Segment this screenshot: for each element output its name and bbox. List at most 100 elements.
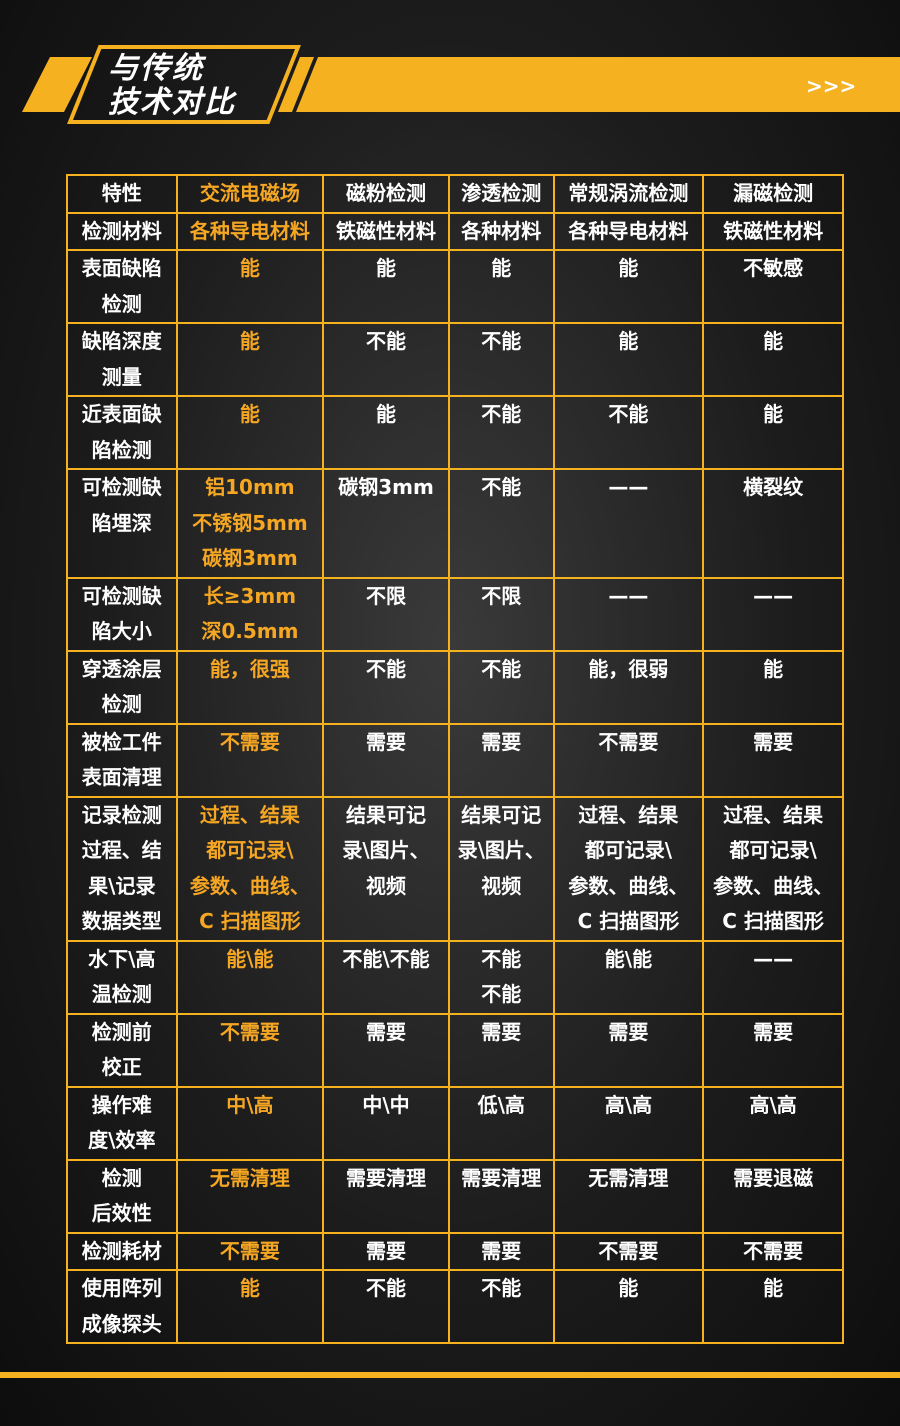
table-cell: 能\能 bbox=[175, 939, 325, 1015]
table-cell: 需要 bbox=[702, 1012, 844, 1088]
cell-line: 参数、曲线、 bbox=[189, 873, 310, 898]
cell-line: 能 bbox=[376, 256, 397, 280]
cell-line: 能 bbox=[763, 1276, 784, 1300]
cell-line: 过程、结 bbox=[81, 838, 162, 862]
table-row: 检测前 校正 不需要 需要 需要 需要 需要 bbox=[66, 1012, 844, 1088]
table-cell: 不能\不能 bbox=[322, 939, 450, 1015]
table-cell: 不能 不能 bbox=[447, 939, 555, 1015]
cell-line: 成像探头 bbox=[81, 1311, 162, 1336]
cell-line: 需要退磁 bbox=[733, 1165, 814, 1190]
table-row: 穿透涂层 检测 能，很强 不能 不能 能，很弱 能 bbox=[66, 649, 844, 725]
table-cell: 检测前 校正 bbox=[66, 1012, 178, 1088]
table-cell: 能\能 bbox=[552, 939, 705, 1015]
cell-line: 检测耗材 bbox=[81, 1238, 162, 1263]
cell-line: 需要 bbox=[753, 1019, 794, 1044]
cell-line: 可检测缺 bbox=[81, 475, 162, 499]
cell-line: 不需要 bbox=[219, 1019, 280, 1044]
cell-line: 检测 bbox=[101, 692, 142, 716]
arrow: >>> bbox=[806, 74, 857, 98]
cell-line: 铁磁性材料 bbox=[723, 218, 824, 243]
cell-line: 都可记录\ bbox=[729, 838, 817, 862]
cell-line: 检测材料 bbox=[81, 218, 162, 243]
table-cell: 水下\高温检测 bbox=[66, 939, 178, 1015]
cell-line: 能 bbox=[376, 402, 397, 426]
cell-line: 数据类型 bbox=[81, 909, 162, 933]
table-cell: 不需要 bbox=[175, 1231, 325, 1271]
cell-line: 中\高 bbox=[226, 1092, 274, 1117]
cell-line: 参数、曲线、 bbox=[713, 873, 834, 898]
comparison-table: 特性 交流电磁场 磁粉检测 渗透检测 常规涡流检测 漏磁检测 检测材料 各种导电材料 铁磁性材料… bbox=[66, 174, 844, 1344]
table-cell: 不能 bbox=[447, 1269, 555, 1344]
table-cell: 需要 bbox=[322, 1231, 450, 1271]
table-cell: 过程、结果 都可记录\ 参数、曲线、 C 扫描图形 bbox=[175, 795, 325, 942]
cell-line: 后效性 bbox=[91, 1201, 152, 1225]
table-row: 被检工件 表面清理 不需要 需要 需要 不需要 需要 bbox=[66, 722, 844, 798]
table-cell: 各种导电材料 bbox=[175, 211, 325, 251]
table-cell: 不能 bbox=[322, 649, 450, 725]
cell-line: 检测前 bbox=[91, 1019, 152, 1044]
cell-line: 测量 bbox=[101, 364, 142, 389]
table-cell: 不能 bbox=[447, 649, 555, 725]
cell-line: 温检测 bbox=[91, 982, 152, 1006]
cell-line: 操作难 bbox=[91, 1092, 152, 1117]
cell-line: 检测 bbox=[101, 291, 142, 316]
stripe bbox=[296, 57, 330, 112]
title-line: 技术对比 bbox=[108, 85, 236, 120]
cell-line: 不需要 bbox=[743, 1238, 804, 1263]
cell-line: —— bbox=[608, 583, 649, 608]
table-cell: 不能 bbox=[322, 322, 450, 397]
cell-line: 都可记录\ bbox=[206, 838, 294, 862]
table-cell: 记录检测 过程、结 果\记录 数据类型 bbox=[66, 795, 178, 942]
cell-line: 需要 bbox=[366, 1019, 407, 1044]
cell-line: 不能 bbox=[366, 656, 407, 681]
cell-line: 能 bbox=[763, 329, 784, 353]
cell-line: 视频 bbox=[366, 873, 407, 898]
table-cell: 能，很强 bbox=[175, 649, 325, 725]
table-row: 记录检测 过程、结 果\记录 数据类型 过程、结果 都可记录\ 参数、曲线、 C 扫描图形 结果… bbox=[66, 795, 844, 942]
cell-line: 低\高 bbox=[477, 1092, 525, 1117]
table-cell: 可检测缺 陷大小 bbox=[66, 576, 178, 652]
table-cell: 不限 bbox=[322, 576, 450, 652]
cell-line: 高\高 bbox=[749, 1092, 797, 1117]
header-graphic bbox=[22, 45, 900, 124]
cell-line: 深0.5mm bbox=[201, 619, 299, 643]
header-cell: 特性 bbox=[66, 174, 178, 214]
table-cell: 检测材料 bbox=[66, 211, 178, 251]
cell-line: 不能 bbox=[481, 946, 522, 971]
table-cell: —— bbox=[702, 576, 844, 652]
table-cell: 需要清理 bbox=[322, 1158, 450, 1234]
table-cell: 不需要 bbox=[175, 1012, 325, 1088]
cell-line: 能 bbox=[239, 1276, 260, 1300]
table-row: 缺陷深度 测量 能 不能 不能 能 能 bbox=[66, 322, 844, 397]
cell-line: 不能 bbox=[366, 329, 407, 353]
cell-line: 过程、结果 bbox=[723, 802, 824, 827]
table-row: 检测材料 各种导电材料 铁磁性材料 各种材料 各种导电材料 铁磁性材料 bbox=[66, 211, 844, 251]
cell-line: 能 bbox=[239, 402, 260, 426]
table-cell: 过程、结果 都可记录\ 参数、曲线、 C 扫描图形 bbox=[702, 795, 844, 942]
table-cell: 需要 bbox=[447, 1231, 555, 1271]
header-cell: 漏磁检测 bbox=[702, 174, 844, 214]
cell-line: 使用阵列 bbox=[81, 1276, 162, 1300]
cell-line: 陷埋深 bbox=[91, 510, 152, 535]
title: 与传统 技术对比 bbox=[108, 52, 236, 120]
cell-line: C 扫描图形 bbox=[577, 909, 680, 933]
table-cell: 高\高 bbox=[552, 1085, 705, 1161]
table-cell: 不需要 bbox=[552, 722, 705, 798]
table-cell: 不需要 bbox=[702, 1231, 844, 1271]
table-cell: 能 bbox=[702, 322, 844, 397]
table-cell: 被检工件 表面清理 bbox=[66, 722, 178, 798]
table-cell: 结果可记 录\图片、 视频 bbox=[322, 795, 450, 942]
table-cell: 结果可记 录\图片、 视频 bbox=[447, 795, 555, 942]
cell-line: 不能\不能 bbox=[342, 946, 430, 971]
cell-line: 水下\高 bbox=[88, 946, 156, 971]
cell-line: —— bbox=[753, 946, 794, 971]
footer-bar bbox=[0, 1372, 900, 1378]
cell-line: 校正 bbox=[101, 1055, 142, 1079]
table-row: 检测耗材 不需要 需要 需要 不需要 不需要 bbox=[66, 1231, 844, 1271]
header-cell: 交流电磁场 bbox=[175, 174, 325, 214]
table-cell: 操作难 度\效率 bbox=[66, 1085, 178, 1161]
cell-line: 能，很强 bbox=[209, 656, 290, 681]
table-row: 近表面缺 陷检测 能 能 不能 不能 能 bbox=[66, 395, 844, 470]
cell-line: 过程、结果 bbox=[199, 802, 300, 827]
